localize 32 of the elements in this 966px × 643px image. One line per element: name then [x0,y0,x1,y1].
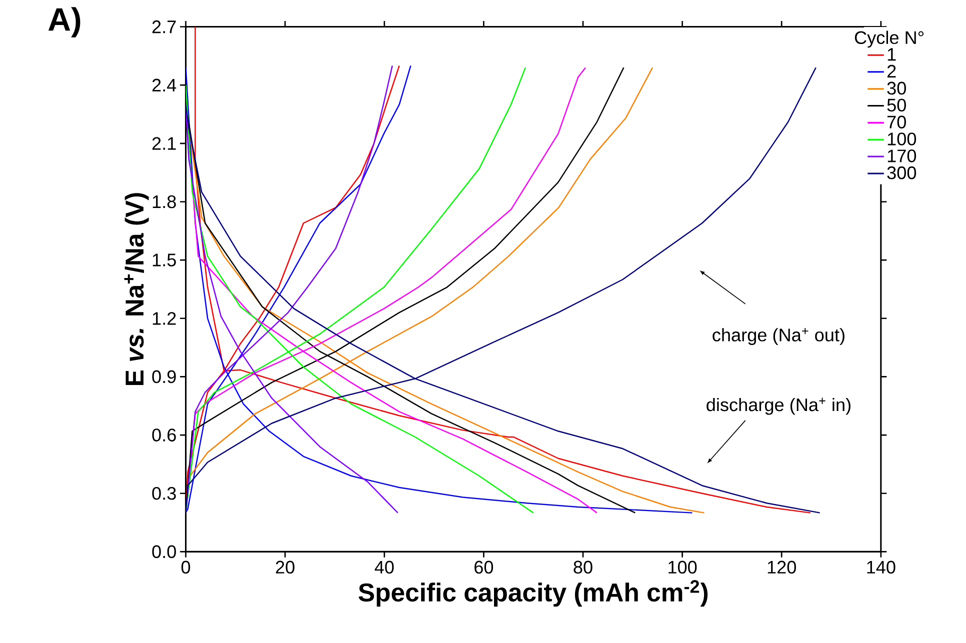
x-tick-label: 40 [374,561,394,574]
y-tick-label: 1.8 [152,196,176,208]
x-tick-label: 80 [574,561,592,574]
legend-label: 1 [888,48,896,61]
legend-label: 100 [888,132,916,146]
annotation: charge (Na$^{+}$ out) [712,328,844,346]
legend-label: 70 [887,116,906,129]
text: A) [48,7,80,38]
legend-label: 170 [888,150,916,163]
y-tick-label: 0.3 [152,487,176,500]
legend-title: Cycle N° [854,30,924,48]
legend-label: 300 [887,166,916,180]
legend-label: 2 [887,65,896,78]
x-tick-label: 0 [181,561,190,574]
x-tick-label: 120 [768,561,796,574]
y-axis-title: E vs. Na$^{+}$/Na (V) [124,193,149,386]
x-tick-label: 140 [867,561,896,574]
y-tick-label: 0.9 [152,370,176,384]
y-tick-label: 1.5 [152,254,176,267]
legend-label: 50 [887,98,906,112]
y-tick-label: 1.2 [152,312,176,325]
y-tick-label: 2.7 [152,20,176,34]
x-tick-label: 100 [668,561,697,574]
y-tick-label: 0.6 [152,428,176,442]
y-tick-label: 2.1 [152,137,176,150]
y-tick-label: 0.0 [152,546,176,558]
x-tick-label: 20 [276,561,294,574]
y-tick-label: 2.4 [152,78,176,92]
legend-label: 30 [887,82,906,95]
x-tick-label: 60 [474,561,494,574]
annotation: discharge (Na$^{+}$ in) [706,398,850,416]
x-axis-title: Specific capacity (mAh cm$^{-2}$) [358,580,708,607]
